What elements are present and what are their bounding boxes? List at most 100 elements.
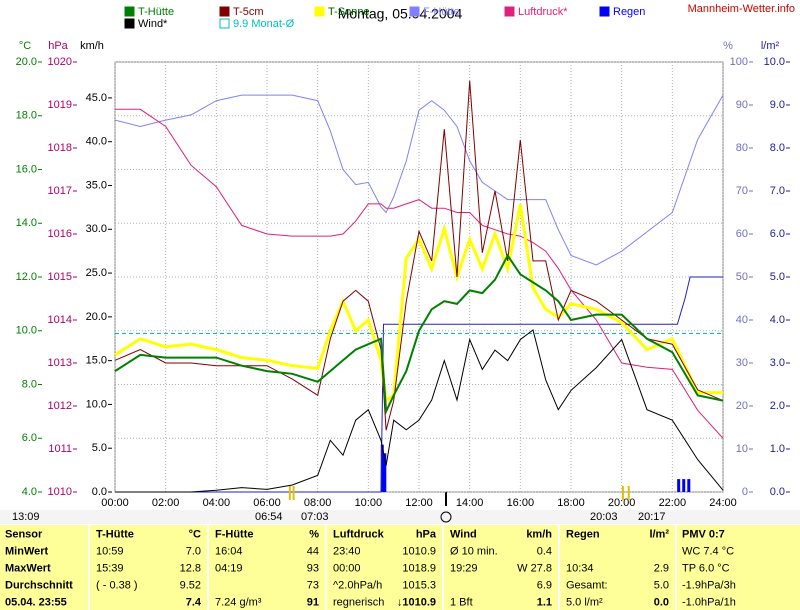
legend-swatch [409, 6, 420, 17]
summary-table: Sensor T-Hütte °C F-Hütte% Luftdruck hPa Wind k… [0, 525, 800, 610]
y-tick-label: 6.0 [22, 432, 37, 444]
x-tick-label: 04:00 [203, 497, 231, 509]
table-cell-value: ↓1010.9 [397, 596, 436, 608]
legend-label: Regen [613, 6, 645, 18]
y-tick-label: 1010 [48, 486, 72, 498]
table-cell: TP 6.0 °C [682, 562, 730, 574]
table-cell-label: regnerisch [333, 596, 384, 608]
table-cell-label: 15:39 [96, 562, 124, 574]
y-tick-label: 9.0 [770, 99, 785, 111]
table-cell: WC 7.4 °C [682, 545, 734, 557]
y-tick-label: 1.0 [770, 443, 785, 455]
y-tick-label: 20.0 [86, 311, 107, 323]
y-tick-label: 1011 [48, 443, 72, 455]
x-tick-label: 20:00 [608, 497, 636, 509]
table-cell-label: Ø 10 min. [450, 545, 498, 557]
legend-swatch [124, 6, 135, 17]
y-tick-label: 6.0 [770, 228, 785, 240]
series-line [114, 253, 724, 416]
rain-total-line [115, 276, 723, 493]
table-cell-label: Wind [450, 528, 477, 540]
y-tick-label: 4.0 [22, 486, 37, 498]
rain-bar [687, 479, 691, 492]
table-cell-value: 93 [307, 562, 319, 574]
x-tick-label: 10:00 [355, 497, 383, 509]
table-cell-value: 7.0 [186, 545, 201, 557]
y-tick-label: 8.0 [770, 142, 785, 154]
y-tick-label: 1018 [48, 142, 72, 154]
legend-label: T-Sonne [328, 6, 370, 18]
x-tick-label: 06:00 [253, 497, 281, 509]
table-cell-value: 0.0 [654, 596, 669, 608]
y-tick-label: 14.0 [16, 217, 37, 229]
table-cell-label: 10:59 [96, 545, 124, 557]
axis-unit: hPa [48, 40, 68, 52]
y-tick-label: 2.0 [770, 400, 785, 412]
legend-label: T-Hütte [138, 6, 174, 18]
table-cell-value: 91 [307, 596, 319, 608]
sunset: 20:03 [590, 511, 618, 523]
table-cell: MaxWert [5, 562, 51, 574]
table-cell-label: 5.0 l/m² [566, 596, 603, 608]
y-tick-label: 10 [736, 443, 748, 455]
y-tick-label: 7.0 [770, 185, 785, 197]
table-cell-label: T-Hütte [96, 528, 134, 540]
y-tick-label: 0.0 [92, 486, 107, 498]
y-tick-label: 90 [736, 99, 748, 111]
legend-label: Luftdruck* [518, 6, 568, 18]
legend-swatch [219, 6, 230, 17]
source: Mannheim-Wetter.info [688, 3, 795, 15]
y-tick-label: 0 [742, 486, 748, 498]
series-line [115, 108, 724, 439]
x-tick-label: 02:00 [152, 497, 180, 509]
table-cell: -1.0hPa/1h [682, 596, 736, 608]
series-line [114, 94, 724, 266]
table-cell-value: 44 [307, 545, 319, 557]
table-cell-value: 1.1 [537, 596, 552, 608]
table-cell-label: Regen [566, 528, 600, 540]
table-cell-value: km/h [526, 528, 552, 540]
table-cell-value: 12.8 [180, 562, 201, 574]
legend-swatch [599, 6, 610, 17]
y-tick-label: 3.0 [770, 357, 785, 369]
y-tick-label: 60 [736, 228, 748, 240]
table-cell-value: 5.0 [654, 579, 669, 591]
y-tick-label: 1016 [48, 228, 72, 240]
table-cell-value: 1015.3 [402, 579, 436, 591]
table-cell-label: 10:34 [566, 562, 594, 574]
table-cell-value: 6.9 [537, 579, 552, 591]
table-cell-value: hPa [416, 528, 437, 540]
table-bg [0, 525, 800, 610]
y-tick-label: 1020 [48, 56, 72, 68]
y-tick-label: 8.0 [22, 378, 37, 390]
table-cell-value: 9.52 [180, 579, 201, 591]
x-tick-label: 12:00 [405, 497, 433, 509]
x-tick-label: 00:00 [101, 497, 129, 509]
y-tick-label: 25.0 [86, 267, 107, 279]
sunrise-2: 07:03 [301, 511, 329, 523]
rain-bar [677, 479, 681, 492]
table-cell-value: 0.4 [537, 545, 552, 557]
y-tick-label: 1012 [48, 400, 72, 412]
axis-unit: % [723, 40, 733, 52]
table-cell-label: ( - 0.38 ) [96, 579, 138, 591]
y-tick-label: 12.0 [16, 271, 37, 283]
series-line [114, 204, 723, 404]
y-tick-label: 80 [736, 142, 748, 154]
x-tick-label: 16:00 [507, 497, 535, 509]
y-tick-label: 70 [736, 185, 748, 197]
y-tick-label: 10.0 [86, 398, 107, 410]
y-tick-label: 5.0 [770, 271, 785, 283]
y-tick-label: 1015 [48, 271, 72, 283]
table-cell-value: 7.4 [186, 596, 202, 608]
table-cell-value: °C [189, 528, 201, 540]
legend-swatch [314, 6, 325, 17]
axis-unit: l/m² [761, 40, 780, 52]
sun-strip [0, 510, 800, 524]
y-tick-label: 10.0 [16, 325, 37, 337]
y-tick-label: 20.0 [16, 56, 37, 68]
y-tick-label: 0.0 [770, 486, 785, 498]
x-tick-label: 14:00 [456, 497, 484, 509]
y-tick-label: 18.0 [16, 110, 37, 122]
